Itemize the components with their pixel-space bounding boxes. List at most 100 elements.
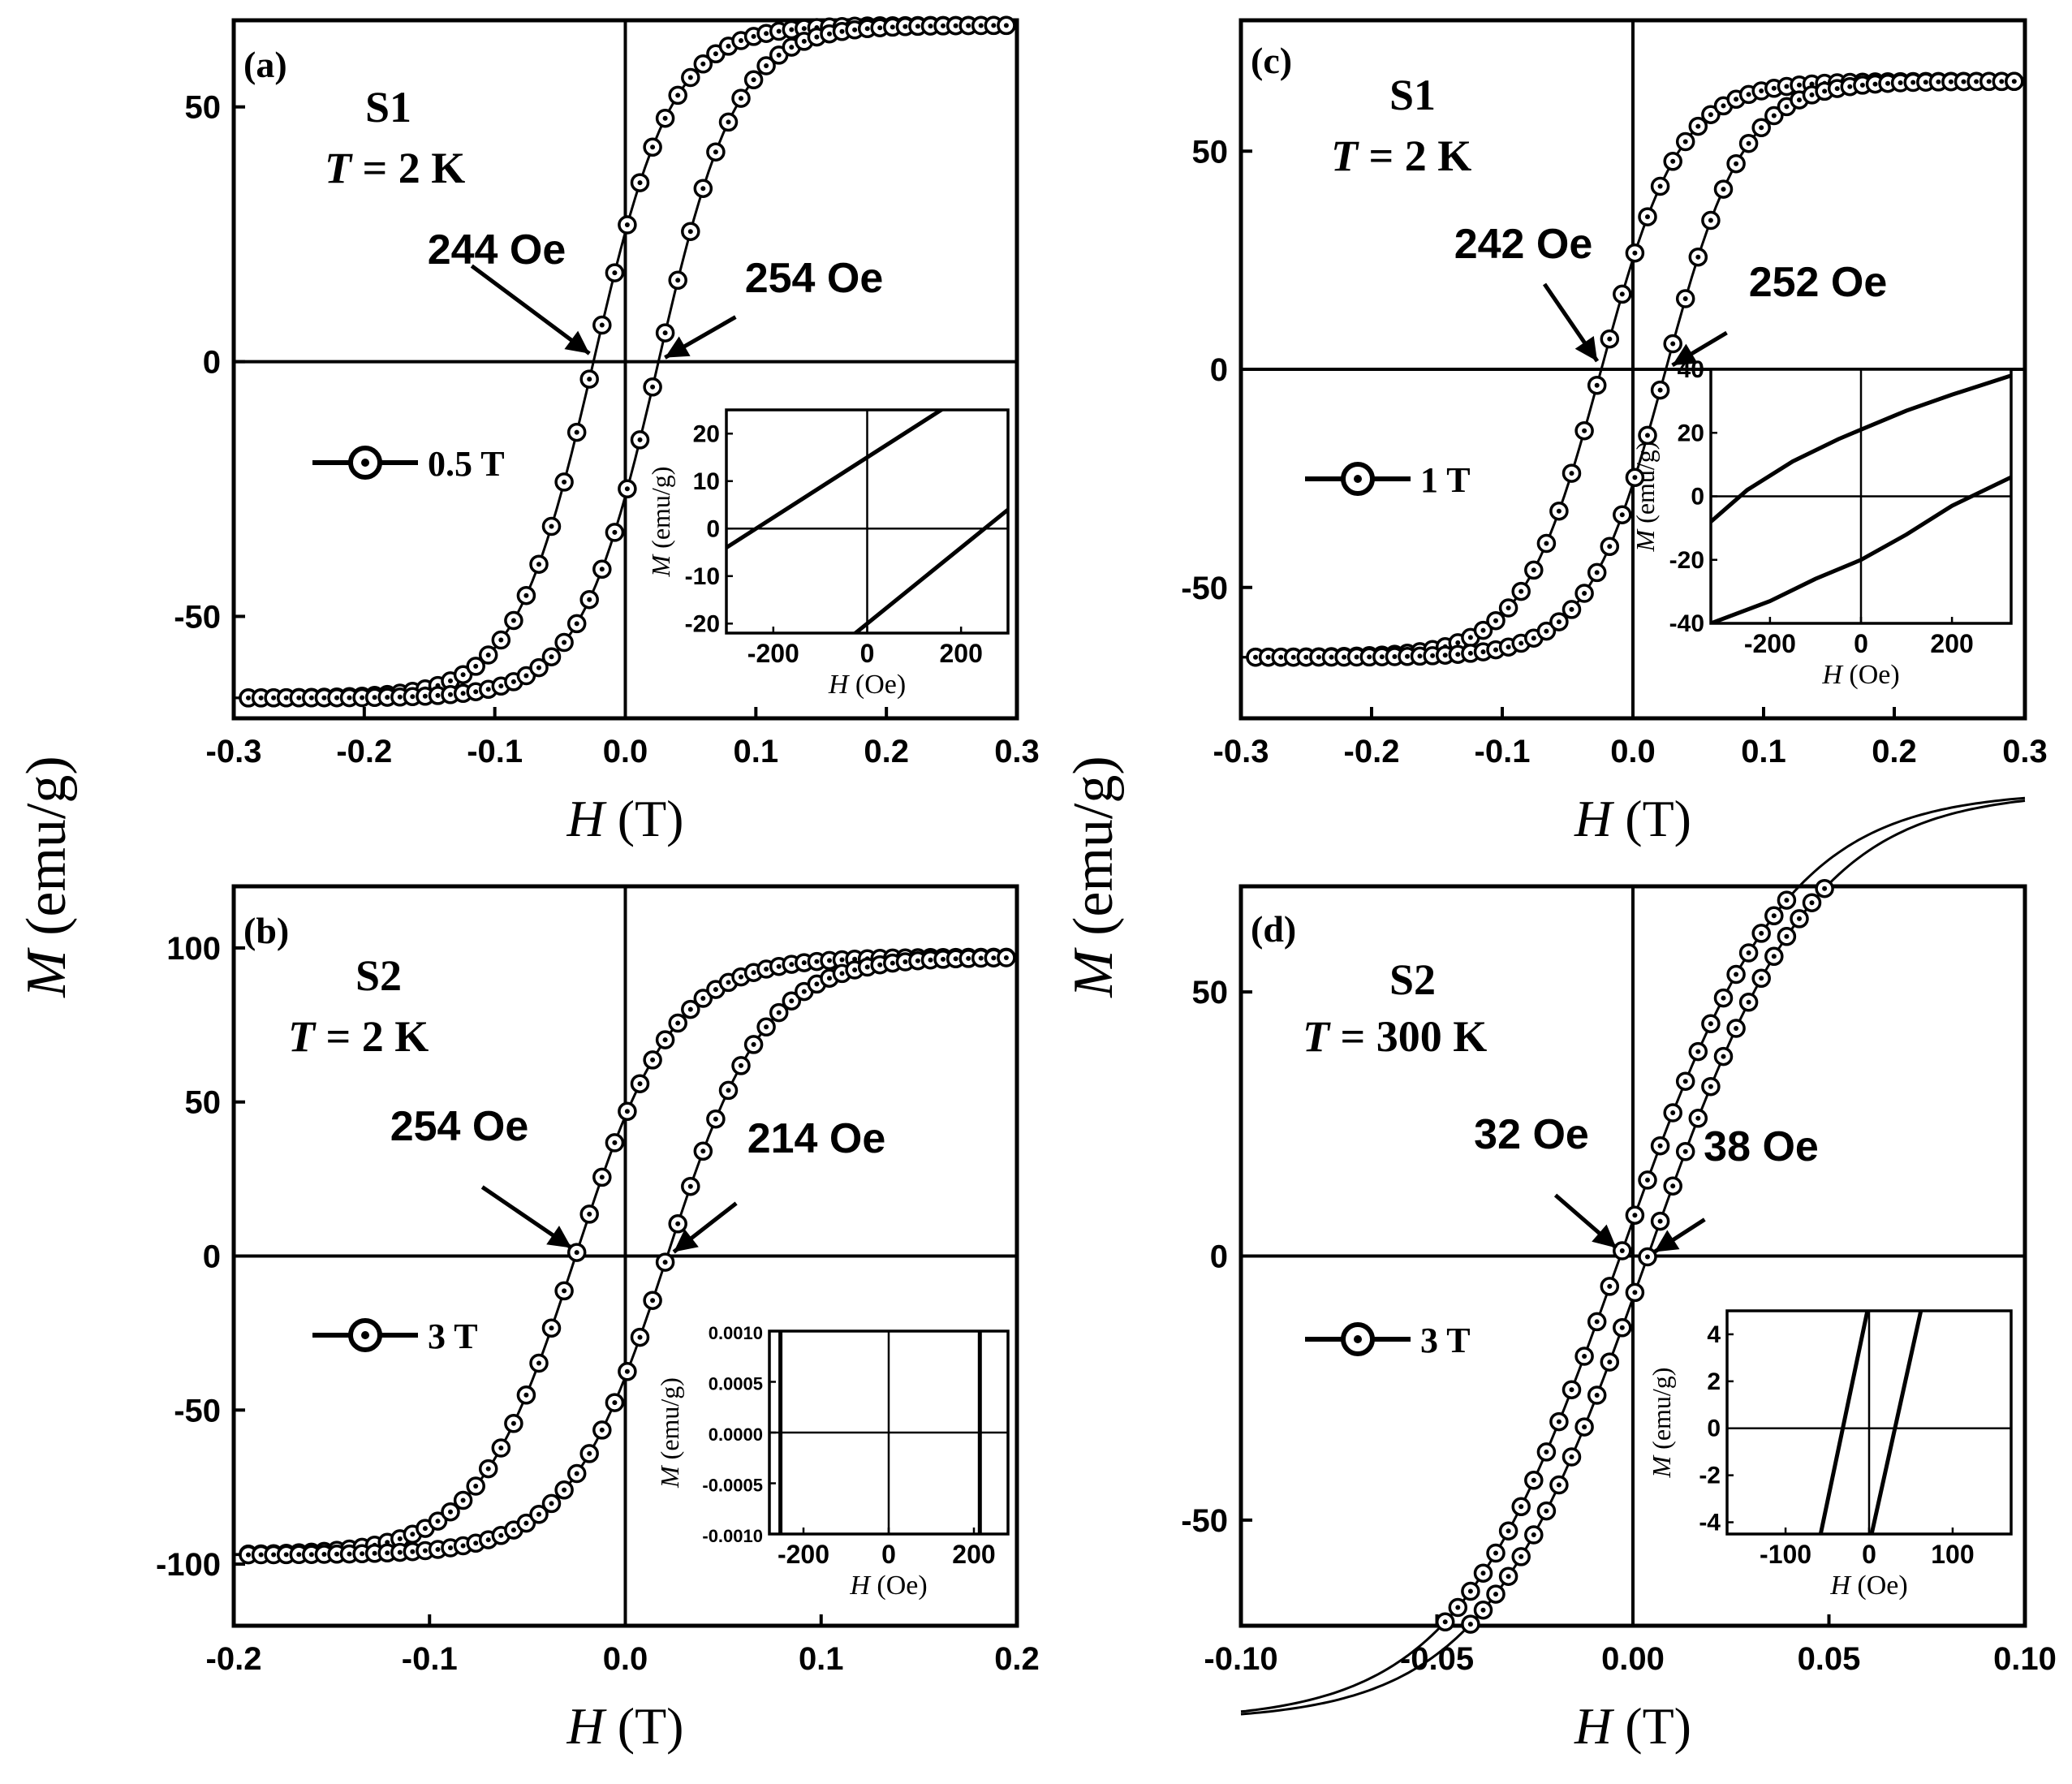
data-point-center [953,23,958,28]
inset-y-axis-label: M (emu/g) [646,467,675,578]
data-point-center [1569,1387,1574,1393]
y-tick-label: -100 [156,1547,221,1583]
data-point-center [650,1057,656,1062]
data-point-center [1708,1084,1713,1089]
inset-x-axis-label-unit: (Oe) [1842,660,1900,690]
data-point-center [1847,84,1853,89]
data-point-center [372,1550,377,1556]
data-point-center [1430,653,1436,658]
data-point-center [978,23,984,28]
data-point-center [1354,654,1359,660]
data-point-center [422,1548,428,1553]
data-point-center [637,437,643,442]
data-point-center [991,23,997,28]
y-tick-label: 0 [1210,352,1228,388]
data-point-center [562,479,567,485]
data-point-center [1367,654,1372,660]
data-point-center [587,597,592,602]
inset-y-tick-label: 0 [706,515,720,542]
x-axis-label-var: H [566,1697,608,1755]
data-point-center [751,77,756,83]
data-point-center [296,1552,302,1558]
data-point-center [612,1140,618,1145]
temperature-value: = 2 K [351,144,465,192]
data-point-center [852,27,858,32]
data-point-center [308,695,314,700]
data-point-center [1759,930,1764,936]
inset-y-tick-label: -20 [1669,547,1704,574]
data-point-center [624,222,630,227]
data-point-center [1645,214,1650,220]
data-point-center [498,683,504,689]
data-point-center [1695,1115,1701,1121]
data-point-center [675,1020,681,1026]
data-point-center [1632,475,1638,480]
coercive-field-annotation: 242 Oe [1454,221,1593,268]
data-point-center [1898,80,1903,85]
data-point-center [789,45,795,50]
data-point-center [1569,606,1574,612]
data-point-center [764,967,769,972]
data-point-center [536,1511,541,1517]
inset-y-tick-label: -0.0005 [702,1476,763,1496]
data-point-center [1771,113,1777,119]
data-point-center [726,980,731,985]
inset-x-axis-label-var: H [828,670,851,700]
data-point-center [1797,97,1802,103]
data-point-center [271,1552,277,1558]
y-tick-label: 0 [203,1239,221,1275]
inset-x-axis-label-var: H [1821,660,1844,690]
data-point-center [1544,1449,1549,1454]
panel-label: (a) [243,44,287,85]
data-point-center [713,149,718,155]
inset-y-tick-label: -4 [1699,1510,1721,1536]
data-point-center [385,1550,390,1556]
data-point-center [360,1551,365,1557]
data-point-center [448,692,453,697]
x-tick-label: 0.1 [1741,734,1786,769]
data-point-center [1784,933,1790,939]
shared-y-axis-title: M (emu/g) [1062,756,1125,998]
data-point-center [612,529,618,535]
data-point-center [1961,79,1966,84]
data-point-center [726,119,731,125]
data-point-center [435,692,441,698]
data-point-center [1734,161,1739,166]
annotation-arrow-head [1672,343,1698,365]
data-point-center [1797,82,1802,88]
data-point-center [877,962,883,967]
inset-x-axis-label: H (Oe) [849,1571,927,1601]
data-point-center [473,663,479,669]
temperature-label: T = 2 K [1331,131,1471,180]
data-point-center [662,330,668,336]
temperature-label: T = 300 K [1303,1012,1487,1061]
sample-name: S2 [1389,955,1436,1004]
data-point-center [864,964,870,970]
data-point-center [814,34,820,40]
data-point-center [587,377,592,382]
panel-label: (c) [1251,40,1292,81]
data-point-center [1759,125,1764,131]
data-point-center [687,75,693,80]
data-point-center [599,567,605,572]
data-point-center [1392,654,1398,659]
data-point-center [510,679,516,684]
y-tick-label: 50 [1192,975,1229,1011]
data-point-center [1746,92,1751,97]
data-point-center [624,1109,630,1114]
inset-x-axis-label: H (Oe) [1821,660,1899,690]
legend-marker-center [1354,475,1362,483]
data-point-center [1405,653,1410,659]
inset-y-axis-label-var: M [1630,528,1660,552]
data-point-center [839,28,845,34]
data-point-center [902,24,908,29]
x-tick-label: -0.1 [402,1641,458,1677]
data-point-center [1859,82,1865,88]
data-point-center [1734,972,1739,977]
data-point-center [953,956,958,962]
data-point-center [814,981,820,987]
data-point-center [751,1041,756,1047]
inset-data-line [852,507,1008,633]
inset-y-tick-label: 10 [693,468,720,495]
